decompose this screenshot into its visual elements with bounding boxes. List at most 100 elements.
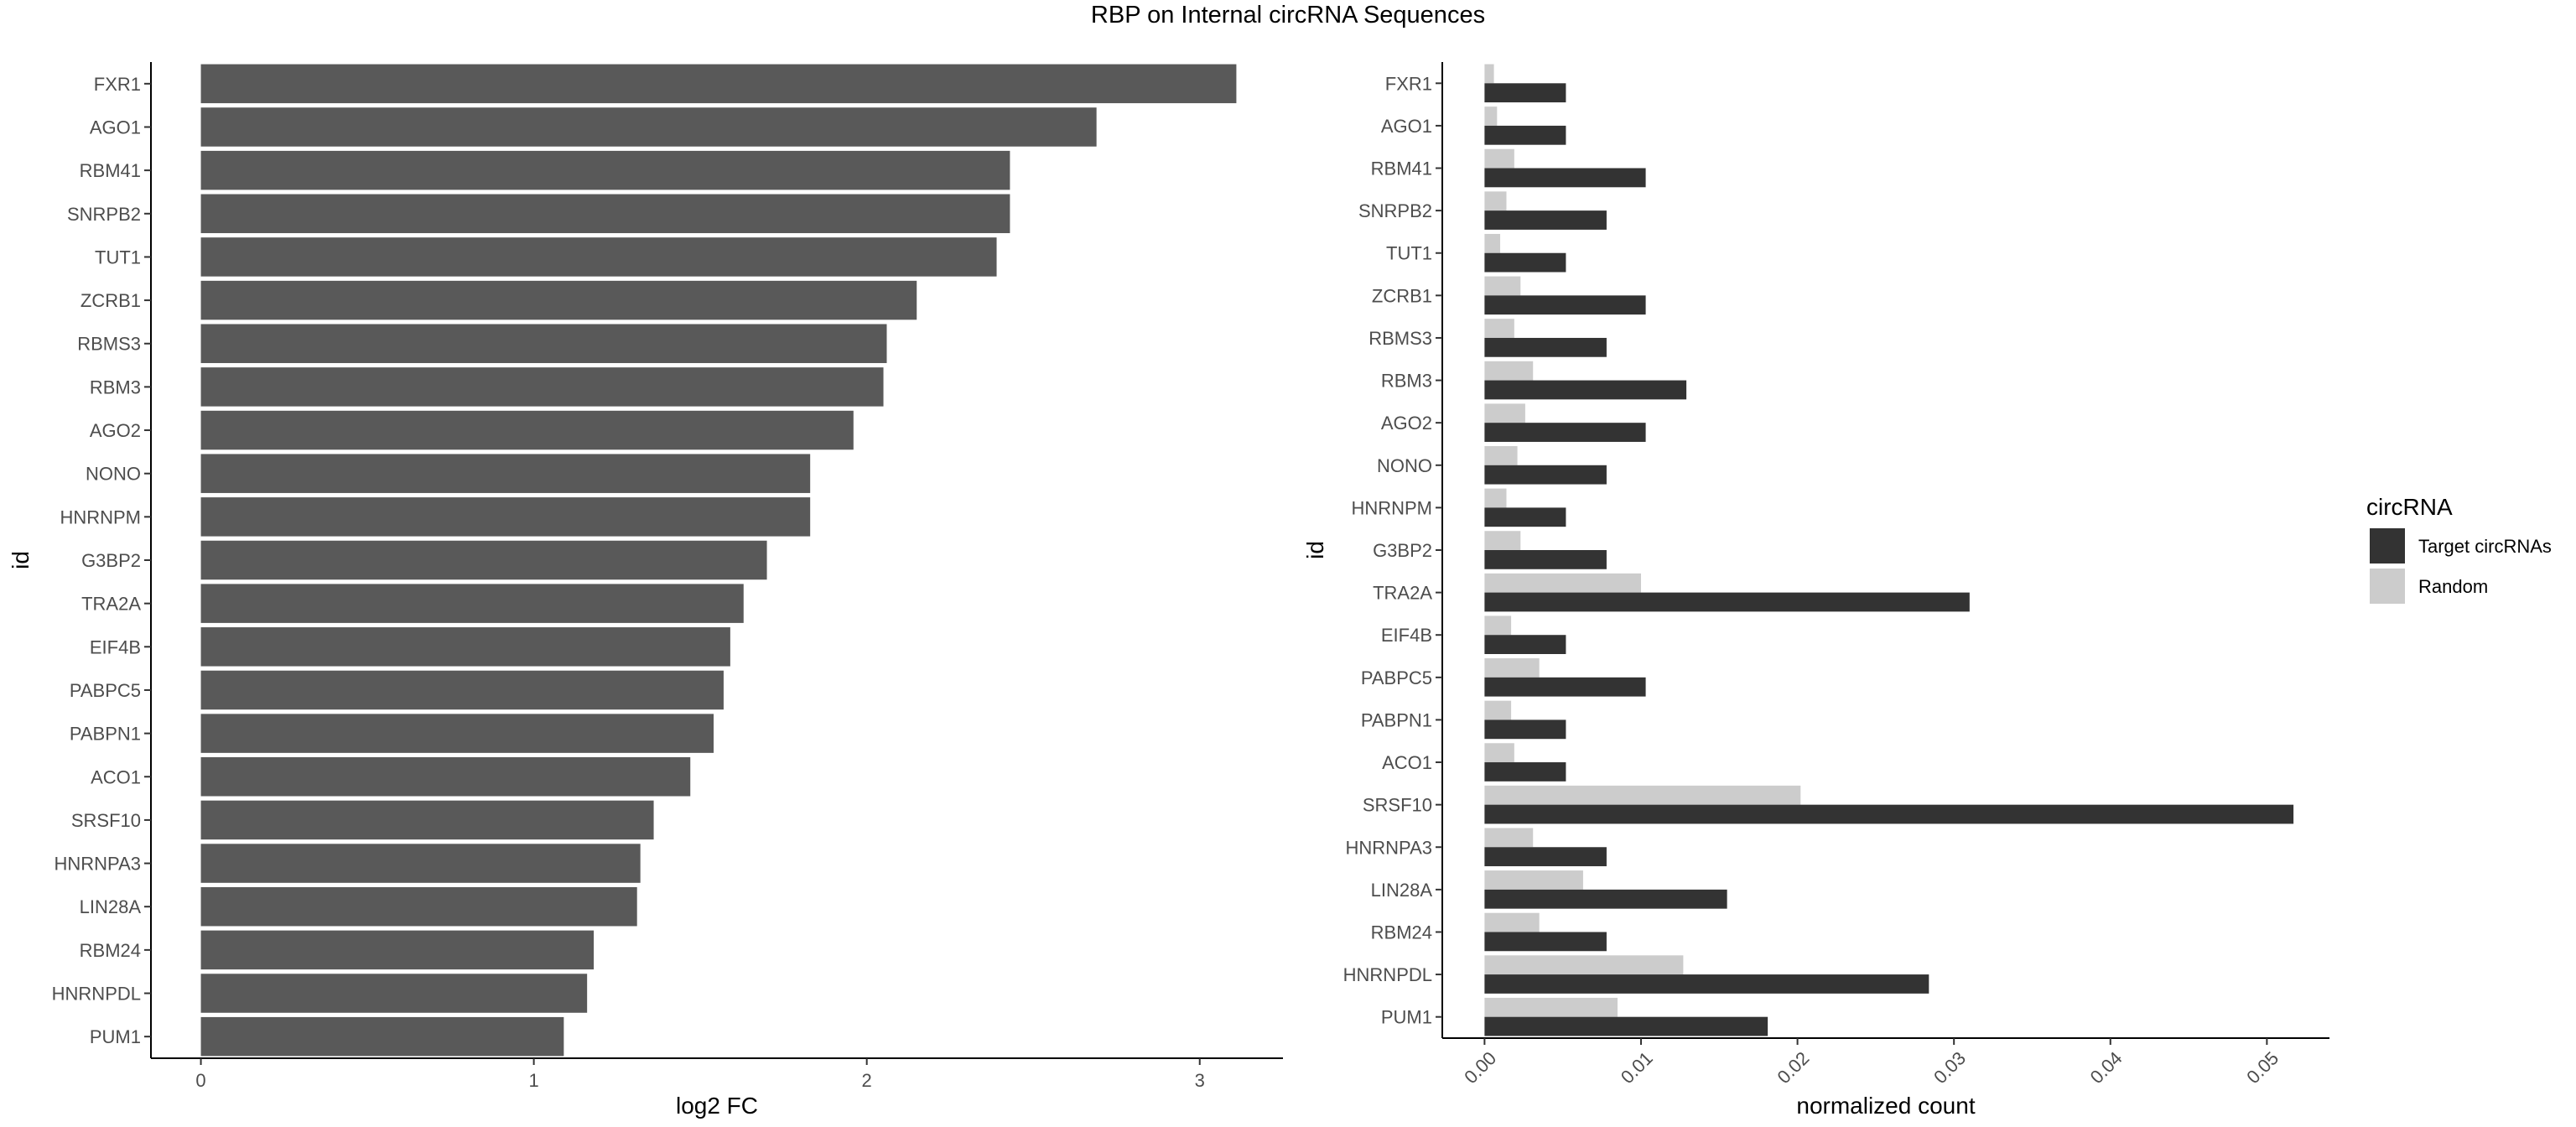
bar-random — [1484, 319, 1514, 338]
legend-title: circRNA — [2366, 494, 2453, 520]
bar-target — [1484, 550, 1607, 569]
bar — [200, 194, 1010, 234]
y-tick-label: EIF4B — [90, 636, 141, 657]
bar-random — [1484, 870, 1583, 890]
bar-target — [1484, 465, 1607, 485]
bar — [200, 150, 1010, 190]
x-axis-title: log2 FC — [676, 1093, 758, 1119]
y-tick-label: HNRNPM — [1351, 497, 1432, 518]
legend-label-random: Random — [2418, 576, 2488, 597]
y-axis-title: id — [8, 551, 34, 569]
bar-random — [1484, 191, 1507, 211]
log2fc-bar-chart: FXR1 AGO1 RBM41 SNRPB2 TUT1 ZCRB1 RBMS3 RBM3 AGO… — [8, 62, 1283, 1119]
legend-swatch-target — [2370, 528, 2405, 564]
bar — [200, 584, 744, 623]
y-tick-label: RBM24 — [80, 940, 141, 961]
y-tick-label: HNRNPDL — [52, 984, 141, 1005]
bar-random — [1484, 700, 1512, 720]
y-tick-label: AGO2 — [90, 420, 141, 441]
y-tick-label: AGO1 — [90, 117, 141, 138]
y-tick-label: PABPN1 — [1361, 709, 1432, 730]
bar-random — [1484, 403, 1525, 423]
bar-target — [1484, 974, 1929, 994]
bar — [200, 280, 917, 320]
x-tick-label: 3 — [1195, 1070, 1205, 1091]
y-tick-label: NONO — [86, 464, 141, 485]
y-tick-label: AGO2 — [1381, 413, 1432, 434]
bar-target — [1484, 380, 1687, 400]
bar-target — [1484, 295, 1646, 315]
y-tick-label: RBM3 — [90, 377, 141, 397]
bar-random — [1484, 912, 1540, 932]
y-tick-label: TRA2A — [1373, 583, 1432, 604]
y-tick-label: RBMS3 — [77, 334, 141, 355]
legend-label-target: Target circRNAs — [2418, 536, 2552, 557]
x-tick-label: 0.00 — [1460, 1047, 1500, 1088]
bar-random — [1484, 446, 1518, 465]
bar-target — [1484, 847, 1607, 867]
bar-target — [1484, 889, 1727, 909]
y-tick-label: TRA2A — [81, 594, 141, 615]
y-axis-title: id — [1302, 541, 1328, 559]
bar — [200, 974, 588, 1013]
y-tick-label: EIF4B — [1381, 625, 1432, 646]
y-tick-label: TUT1 — [95, 247, 141, 267]
x-tick-label: 0 — [195, 1070, 205, 1091]
bar-random — [1484, 658, 1540, 678]
bar-random — [1484, 148, 1514, 169]
bar — [200, 454, 811, 493]
figure-title: RBP on Internal circRNA Sequences — [1090, 2, 1486, 29]
bar-target — [1484, 337, 1607, 357]
y-tick-label: SNRPB2 — [1358, 200, 1432, 221]
y-tick-label: SRSF10 — [71, 810, 141, 831]
y-tick-label: ACO1 — [1382, 752, 1432, 773]
bar-random — [1484, 997, 1618, 1017]
bar-target — [1484, 507, 1566, 527]
bar-random — [1484, 233, 1501, 253]
bar-target — [1484, 252, 1566, 273]
y-tick-label: ACO1 — [91, 766, 141, 787]
bar — [200, 930, 595, 970]
bar-target — [1484, 125, 1566, 145]
bar — [200, 627, 730, 667]
y-tick-label: RBM41 — [1371, 158, 1432, 179]
bar-target — [1484, 635, 1566, 654]
y-tick-label: RBMS3 — [1368, 328, 1432, 349]
bar — [200, 64, 1237, 104]
bar-target — [1484, 677, 1646, 697]
bar-random — [1484, 828, 1534, 848]
bar-target — [1484, 932, 1607, 952]
bar-random — [1484, 276, 1521, 296]
bar — [200, 800, 654, 840]
y-tick-label: G3BP2 — [81, 550, 141, 571]
bar-target — [1484, 804, 2294, 824]
y-tick-label: SRSF10 — [1363, 795, 1432, 816]
bar-target — [1484, 423, 1646, 442]
y-tick-label: NONO — [1377, 455, 1432, 476]
y-tick-label: HNRNPA3 — [54, 854, 141, 875]
bar — [200, 844, 641, 883]
legend-swatch-random — [2370, 569, 2405, 604]
bar-target — [1484, 1016, 1768, 1036]
x-tick-label: 0.02 — [1773, 1047, 1813, 1088]
bar-random — [1484, 106, 1498, 126]
y-tick-label: RBM3 — [1381, 371, 1432, 392]
y-tick-label: HNRNPM — [60, 506, 141, 527]
y-tick-label: FXR1 — [94, 74, 141, 95]
bar-target — [1484, 592, 1970, 612]
bar — [200, 714, 714, 753]
normalized-count-bar-chart: FXR1 AGO1 RBM41 SNRPB2 TUT1 ZCRB1 RBMS3 RBM3 AGO… — [1302, 62, 2329, 1119]
y-tick-label: G3BP2 — [1373, 540, 1432, 561]
y-tick-label: PABPC5 — [1361, 667, 1432, 688]
bar — [200, 886, 637, 927]
bar-random — [1484, 615, 1512, 636]
bar — [200, 497, 811, 537]
x-tick-label: 0.03 — [1929, 1047, 1970, 1088]
bar-random — [1484, 64, 1494, 84]
y-tick-label: PUM1 — [1381, 1007, 1432, 1028]
bar — [200, 410, 854, 450]
bar-target — [1484, 168, 1646, 188]
legend: circRNA Target circRNAs Random — [2366, 494, 2552, 604]
y-tick-label: FXR1 — [1385, 73, 1432, 94]
